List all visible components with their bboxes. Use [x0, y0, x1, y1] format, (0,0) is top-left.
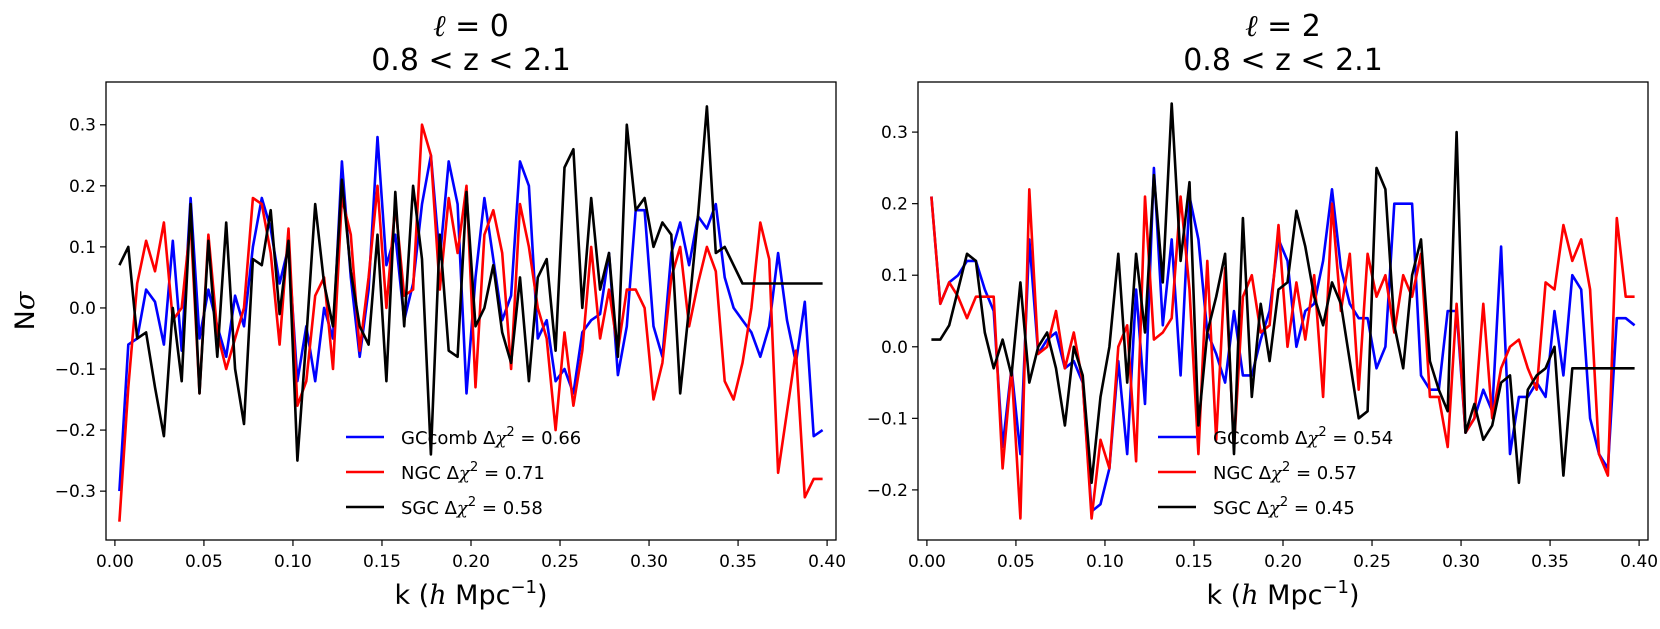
- y-tick-label: 0.3: [69, 116, 96, 136]
- plot-area: [930, 102, 1636, 520]
- legend-entry-sgc: SGC Δχ2 = 0.58: [346, 495, 543, 519]
- x-tick-label: 0.00: [908, 552, 946, 572]
- chart-title: ℓ = 0: [433, 9, 509, 44]
- y-tick-label: −0.1: [867, 409, 908, 429]
- series-line-sgc: [118, 105, 823, 462]
- chart-title: ℓ = 2: [1245, 9, 1321, 44]
- y-tick-label: −0.3: [55, 482, 96, 502]
- legend-entry-ngc: NGC Δχ2 = 0.57: [1158, 460, 1357, 484]
- series-line-sgc: [931, 102, 1635, 485]
- y-tick-label: 0.2: [69, 177, 96, 197]
- y-tick-label: −0.2: [867, 481, 908, 501]
- series-line-ngc: [118, 123, 823, 522]
- x-tick-label: 0.25: [1353, 552, 1391, 572]
- x-tick-label: 0.15: [363, 552, 401, 572]
- x-tick-label: 0.35: [1531, 552, 1569, 572]
- y-tick-label: −0.1: [55, 360, 96, 380]
- legend-label: NGC Δχ2 = 0.71: [401, 460, 545, 484]
- y-axis-label: Nσ: [10, 290, 41, 330]
- x-tick-label: 0.35: [719, 552, 757, 572]
- legend-label: GCcomb Δχ2 = 0.66: [401, 425, 581, 449]
- y-tick-label: 0.3: [881, 123, 908, 143]
- legend-entry-gccomb: GCcomb Δχ2 = 0.66: [346, 425, 581, 449]
- chart-panel-ell-0: ℓ = 00.8 < z < 2.1 0.00 0.05 0.10 0.15 0.20 0.…: [10, 9, 846, 611]
- y-tick-label: 0.0: [69, 299, 96, 319]
- x-tick-label: 0.30: [1442, 552, 1480, 572]
- x-tick-label: 0.30: [630, 552, 668, 572]
- x-tick-label: 0.40: [1620, 552, 1658, 572]
- x-axis-label: k (h Mpc−1): [1206, 577, 1359, 611]
- y-tick-label: 0.1: [881, 266, 908, 286]
- x-tick-label: 0.20: [452, 552, 490, 572]
- x-tick-label: 0.00: [96, 552, 134, 572]
- plot-area: [118, 105, 824, 522]
- legend: GCcomb Δχ2 = 0.54 NGC Δχ2 = 0.57 SGC Δχ2 =…: [1158, 425, 1393, 519]
- legend-label: GCcomb Δχ2 = 0.54: [1213, 425, 1393, 449]
- x-tick-label: 0.15: [1175, 552, 1213, 572]
- series-line-gccomb: [118, 135, 824, 492]
- title-ell-symbol: ℓ: [433, 9, 446, 44]
- chart-subtitle: 0.8 < z < 2.1: [371, 43, 571, 78]
- legend-entry-ngc: NGC Δχ2 = 0.71: [346, 460, 545, 484]
- y-tick-label: 0.0: [881, 338, 908, 358]
- title-ell-value: = 0: [446, 9, 509, 44]
- y-tick-label: −0.2: [55, 421, 96, 441]
- chart-panel-ell-2: ℓ = 20.8 < z < 2.1 0.00 0.05 0.10 0.15 0.20 0.…: [867, 9, 1658, 611]
- x-tick-label: 0.25: [541, 552, 579, 572]
- legend-label: NGC Δχ2 = 0.57: [1213, 460, 1357, 484]
- x-axis-label: k (h Mpc−1): [394, 577, 547, 611]
- y-tick-label: 0.2: [881, 195, 908, 215]
- legend-entry-sgc: SGC Δχ2 = 0.45: [1158, 495, 1355, 519]
- title-ell-value: = 2: [1258, 9, 1321, 44]
- chart-subtitle: 0.8 < z < 2.1: [1183, 43, 1383, 78]
- x-tick-label: 0.40: [808, 552, 846, 572]
- x-tick-label: 0.10: [1086, 552, 1124, 572]
- y-tick-label: 0.1: [69, 238, 96, 258]
- legend: GCcomb Δχ2 = 0.66 NGC Δχ2 = 0.71 SGC Δχ2 =…: [346, 425, 581, 519]
- x-tick-label: 0.10: [274, 552, 312, 572]
- title-ell-symbol: ℓ: [1245, 9, 1258, 44]
- x-tick-label: 0.05: [997, 552, 1035, 572]
- x-tick-label: 0.20: [1264, 552, 1302, 572]
- x-tick-label: 0.05: [185, 552, 223, 572]
- legend-label: SGC Δχ2 = 0.58: [401, 495, 543, 519]
- legend-entry-gccomb: GCcomb Δχ2 = 0.54: [1158, 425, 1393, 449]
- legend-label: SGC Δχ2 = 0.45: [1213, 495, 1355, 519]
